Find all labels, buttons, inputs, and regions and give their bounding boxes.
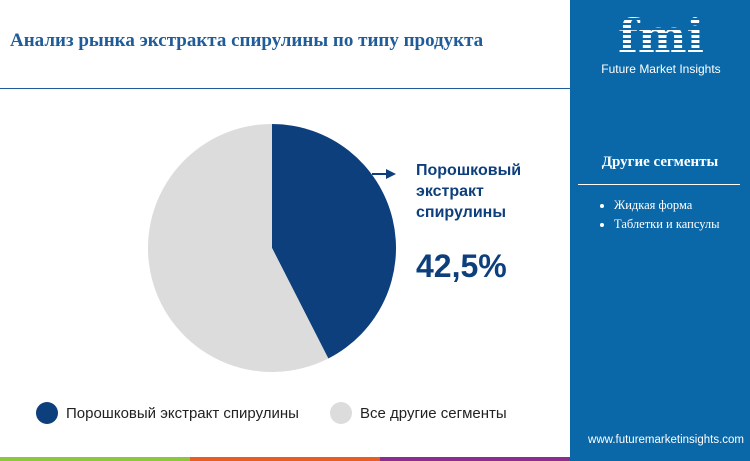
legend-label: Порошковый экстракт спирулины	[66, 404, 299, 422]
panel-divider	[578, 184, 740, 185]
logo-subtitle: Future Market Insights	[601, 62, 721, 76]
legend-label: Все другие сегменты	[360, 404, 507, 422]
bottom-bar-green	[0, 457, 190, 461]
page-title: Анализ рынка экстракта спирулины по типу…	[10, 30, 484, 51]
legend-swatch	[36, 402, 58, 424]
list-item: Жидкая форма	[614, 196, 734, 215]
other-segments-title: Другие сегменты	[601, 154, 719, 170]
legend-item-other: Все другие сегменты	[330, 402, 507, 424]
pie-slice-1	[147, 124, 329, 372]
callout-arrow-icon	[386, 169, 396, 179]
bottom-bar-purple	[380, 457, 570, 461]
legend-item-powder: Порошковый экстракт спирулины	[36, 402, 299, 424]
bottom-bar-orange	[190, 457, 380, 461]
legend-swatch	[330, 402, 352, 424]
pie-chart	[147, 124, 397, 372]
other-segments-list: Жидкая форма Таблетки и капсулы	[600, 196, 734, 234]
fmi-logo: fmi Future Market Insights	[596, 10, 726, 76]
callout-value: 42,5%	[416, 248, 507, 284]
title-divider	[0, 88, 570, 89]
side-panel: fmi Future Market Insights Другие сегмент…	[570, 0, 750, 461]
website-url: www.futuremarketinsights.com	[588, 434, 744, 446]
list-item: Таблетки и капсулы	[614, 215, 734, 234]
pie-slice-0	[272, 124, 397, 359]
callout-label: Порошковый экстракт спирулины	[416, 162, 522, 221]
